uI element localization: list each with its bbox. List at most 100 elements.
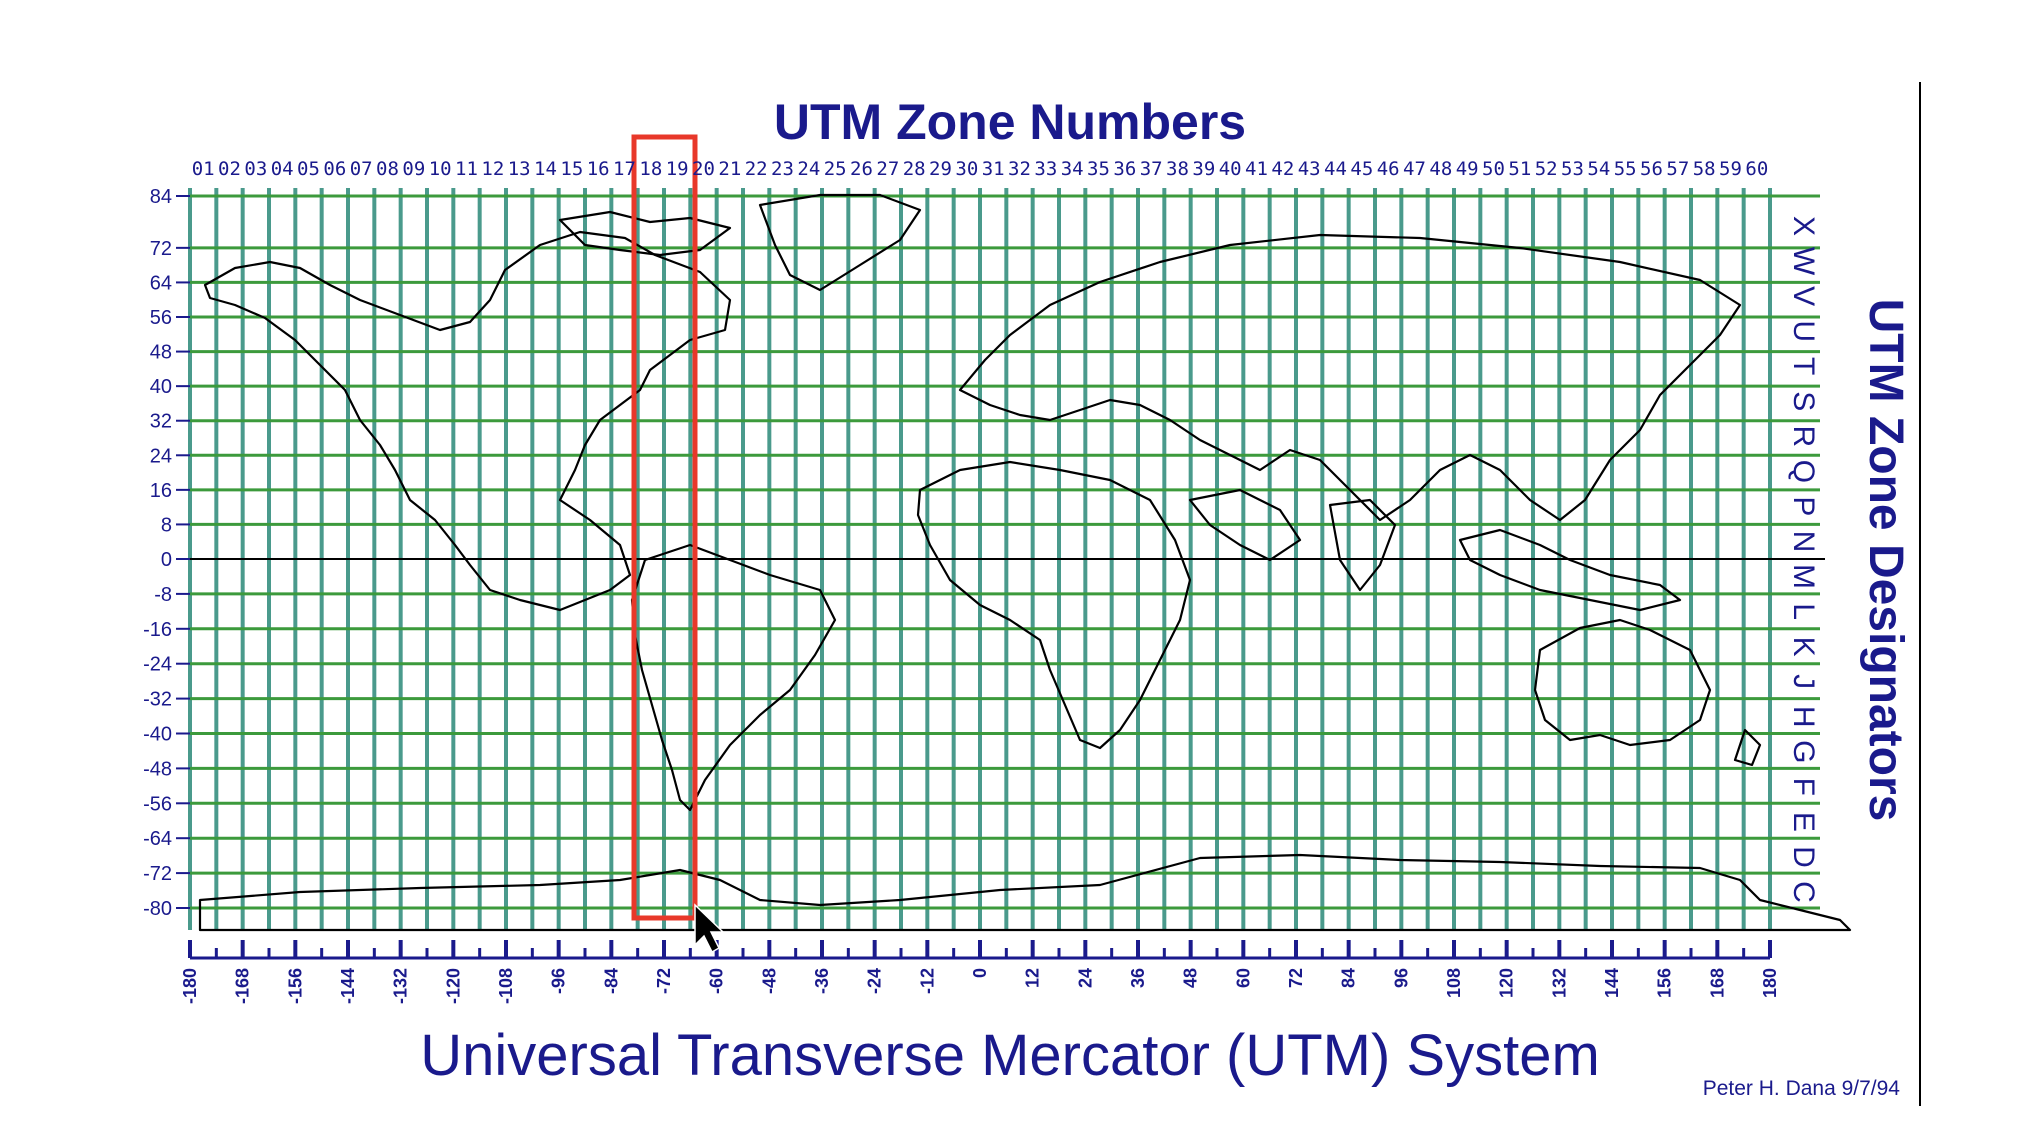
zone-number-12: 12 xyxy=(481,158,504,180)
zone-number-09: 09 xyxy=(402,158,425,180)
zone-number-47: 47 xyxy=(1403,158,1426,180)
band-designator-V: V xyxy=(1787,286,1820,306)
latitude-label: 72 xyxy=(150,238,172,260)
zone-number-54: 54 xyxy=(1587,158,1610,180)
band-designator-X: X xyxy=(1787,216,1820,236)
latitude-label: 0 xyxy=(161,549,172,571)
latitude-labels: 84 72 64 56 48 40 32 24 16 8 0 -8 -16 -24 -32 -40 -48 -56… xyxy=(143,186,190,920)
zone-number-30: 30 xyxy=(955,158,978,180)
longitude-label: -24 xyxy=(865,968,885,994)
zone-number-57: 57 xyxy=(1666,158,1689,180)
author-credit: Peter H. Dana 9/7/94 xyxy=(1703,1077,1901,1100)
band-designator-K: K xyxy=(1787,637,1820,657)
longitude-label: 144 xyxy=(1602,968,1622,998)
zone-number-39: 39 xyxy=(1192,158,1215,180)
longitude-label: -96 xyxy=(549,968,569,994)
zone-number-08: 08 xyxy=(376,158,399,180)
longitude-label: 96 xyxy=(1391,968,1411,988)
latitude-label: -40 xyxy=(143,724,172,746)
longitude-label: 60 xyxy=(1233,968,1253,988)
longitude-labels: -180 -168 -156 -144 -132 -120 -108 -96 -84 -72 -60… xyxy=(180,968,1780,1004)
band-designator-Q: Q xyxy=(1787,460,1820,483)
zone-number-11: 11 xyxy=(455,158,478,180)
longitude-label: 0 xyxy=(970,968,990,978)
zone-number-34: 34 xyxy=(1061,158,1084,180)
zone-number-53: 53 xyxy=(1561,158,1584,180)
coastline-greenland xyxy=(758,193,922,292)
longitude-label: -120 xyxy=(443,968,463,1004)
longitude-label: 36 xyxy=(1128,968,1148,988)
zone-number-44: 44 xyxy=(1324,158,1347,180)
longitude-label: -144 xyxy=(338,968,358,1004)
latitude-label: 24 xyxy=(150,445,172,467)
zone-number-41: 41 xyxy=(1245,158,1268,180)
zone-number-04: 04 xyxy=(271,158,294,180)
latitude-label: 48 xyxy=(150,342,172,364)
longitude-label: -12 xyxy=(917,968,937,994)
latitude-label: 16 xyxy=(150,480,172,502)
system-title: Universal Transverse Mercator (UTM) Syst… xyxy=(420,1023,1600,1088)
band-designator-U: U xyxy=(1787,320,1820,342)
longitude-label: -168 xyxy=(233,968,253,1004)
coastline-new-zealand xyxy=(1733,728,1762,767)
zone-number-45: 45 xyxy=(1350,158,1373,180)
zone-number-59: 59 xyxy=(1719,158,1742,180)
latitude-label: 56 xyxy=(150,307,172,329)
band-designator-S: S xyxy=(1787,391,1820,411)
longitude-label: 120 xyxy=(1497,968,1517,998)
zone-number-24: 24 xyxy=(797,158,820,180)
zone-number-07: 07 xyxy=(350,158,373,180)
latitude-label: -56 xyxy=(143,793,172,815)
zone-number-15: 15 xyxy=(560,158,583,180)
latitude-label: -8 xyxy=(154,584,172,606)
zone-number-26: 26 xyxy=(850,158,873,180)
zone-number-32: 32 xyxy=(1008,158,1031,180)
zone-number-33: 33 xyxy=(1034,158,1057,180)
longitude-label: -108 xyxy=(496,968,516,1004)
zone-number-55: 55 xyxy=(1614,158,1637,180)
zone-number-46: 46 xyxy=(1377,158,1400,180)
zone-number-52: 52 xyxy=(1535,158,1558,180)
world-coastlines xyxy=(198,193,1852,932)
coastline-se-asia-islands xyxy=(1458,528,1682,612)
zone-number-42: 42 xyxy=(1271,158,1294,180)
zone-number-21: 21 xyxy=(718,158,741,180)
highlighted-zones-18-19 xyxy=(631,134,698,921)
coastline-eurasia xyxy=(958,233,1742,522)
coastline-australia xyxy=(1533,618,1712,747)
band-designator-T: T xyxy=(1787,357,1820,375)
longitude-label: -132 xyxy=(391,968,411,1004)
zone-number-60: 60 xyxy=(1745,158,1768,180)
latitude-label: -32 xyxy=(143,689,172,711)
zone-number-labels: 01 02 03 04 05 06 07 08 09 10 11 12 13 14 15 16 17 18 19 20… xyxy=(192,158,1769,180)
zone-number-06: 06 xyxy=(323,158,346,180)
longitude-label: 24 xyxy=(1075,968,1095,988)
latitude-label: 8 xyxy=(161,514,172,536)
band-parallel-grid xyxy=(190,194,1820,910)
band-designator-H: H xyxy=(1787,706,1820,728)
latitude-label: -16 xyxy=(143,619,172,641)
longitude-label: 48 xyxy=(1181,968,1201,988)
zone-number-13: 13 xyxy=(508,158,531,180)
zone-number-56: 56 xyxy=(1640,158,1663,180)
zone-number-02: 02 xyxy=(218,158,241,180)
zone-number-22: 22 xyxy=(745,158,768,180)
band-designator-E: E xyxy=(1787,812,1820,832)
mouse-cursor-icon xyxy=(694,903,725,954)
longitude-label: -180 xyxy=(180,968,200,1004)
longitude-label: 72 xyxy=(1286,968,1306,988)
zone-number-58: 58 xyxy=(1693,158,1716,180)
zone-number-40: 40 xyxy=(1219,158,1242,180)
zone-number-01: 01 xyxy=(192,158,215,180)
latitude-label: -48 xyxy=(143,758,172,780)
zone-number-27: 27 xyxy=(876,158,899,180)
zone-number-28: 28 xyxy=(903,158,926,180)
band-designator-N: N xyxy=(1787,531,1820,553)
longitude-label: -156 xyxy=(285,968,305,1004)
zone-number-29: 29 xyxy=(929,158,952,180)
zone-number-38: 38 xyxy=(1166,158,1189,180)
zone-number-20: 20 xyxy=(692,158,715,180)
longitude-label: -36 xyxy=(812,968,832,994)
longitude-label: 12 xyxy=(1023,968,1043,988)
